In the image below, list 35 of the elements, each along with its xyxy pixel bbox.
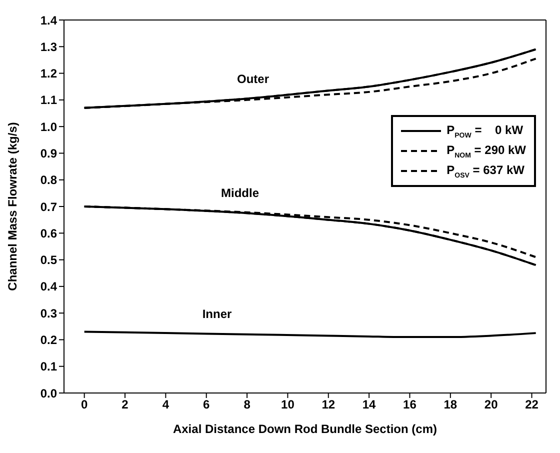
y-tick-label: 0.7 <box>40 200 58 214</box>
x-tick-label: 14 <box>362 398 376 412</box>
y-tick-label: 0.5 <box>40 253 58 268</box>
legend-label: P$_{NOM}$ = 290 kW <box>446 142 526 160</box>
x-tick-label: 8 <box>244 398 251 412</box>
x-tick-label: 20 <box>484 398 498 412</box>
y-tick-label: 1.4 <box>40 13 58 28</box>
y-tick-label: 0.0 <box>40 386 58 400</box>
annotation: Middle <box>221 186 260 200</box>
x-tick-label: 18 <box>444 398 458 412</box>
y-tick-label: 1.1 <box>40 93 58 108</box>
y-tick-label: 0.1 <box>40 360 58 374</box>
x-tick-label: 16 <box>403 398 417 412</box>
annotation: Outer <box>236 72 270 86</box>
y-tick-label: 1.2 <box>40 66 58 81</box>
y-tick-label: 1.3 <box>40 40 58 54</box>
legend-label: P$_{POW}$ = 0 kW <box>446 122 524 140</box>
y-tick-label: 0.2 <box>40 332 58 347</box>
y-tick-label: 0.8 <box>40 173 58 188</box>
y-axis-title: Channel Mass Flowrate (kg/s) <box>5 122 20 291</box>
x-tick-label: 10 <box>281 398 295 412</box>
annotation: Inner <box>202 307 232 321</box>
x-axis-title: Axial Distance Down Rod Bundle Section (cm) <box>172 422 438 436</box>
x-tick-label: 22 <box>525 398 539 412</box>
legend-label: P$_{OSV}$ = 637 kW <box>446 162 524 180</box>
y-tick-label: 0.9 <box>40 146 58 160</box>
x-tick-label: 4 <box>162 398 170 412</box>
x-tick-label: 0 <box>80 398 88 412</box>
x-tick-label: 6 <box>203 398 210 412</box>
x-tick-label: 12 <box>322 398 336 412</box>
x-tick-label: 2 <box>122 398 129 412</box>
y-tick-label: 0.3 <box>40 306 58 320</box>
y-tick-label: 0.4 <box>40 280 58 294</box>
y-tick-label: 0.6 <box>40 226 58 240</box>
y-tick-label: 1.0 <box>40 120 58 134</box>
